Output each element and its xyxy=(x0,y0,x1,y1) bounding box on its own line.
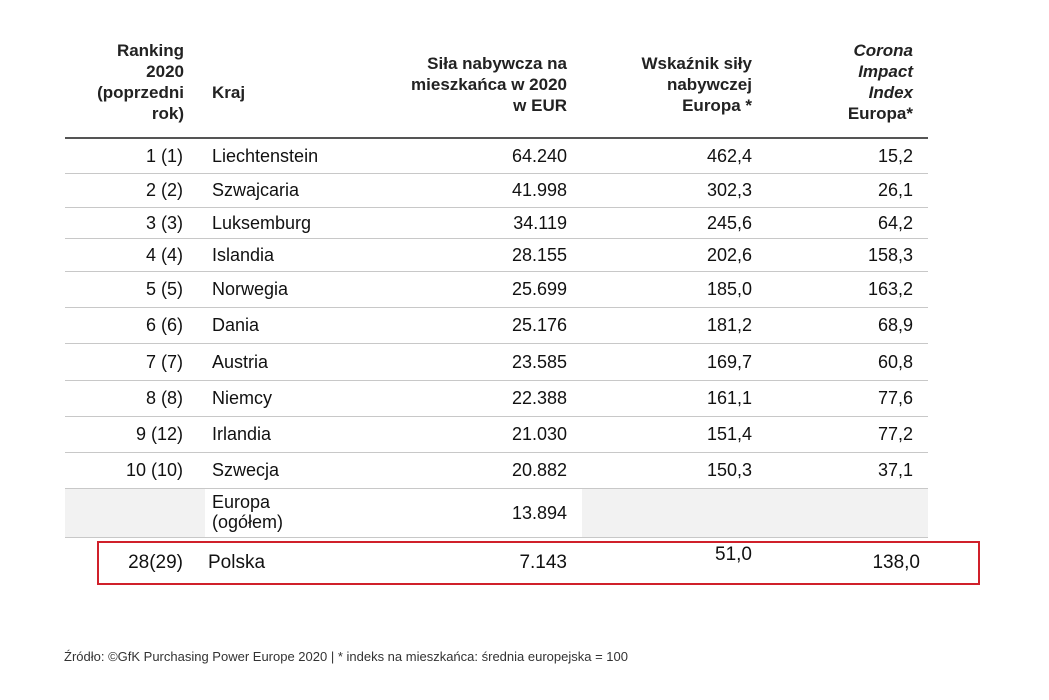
cell: 77,2 xyxy=(877,424,913,444)
cell: 21.030 xyxy=(511,424,567,444)
header-text: Corona xyxy=(853,41,914,60)
header-text: Ranking xyxy=(116,41,184,60)
header-text: Siła nabywcza na xyxy=(427,54,567,73)
country: Polska xyxy=(208,552,266,573)
cell: 9 (12) xyxy=(135,424,183,444)
cell: 1 (1) xyxy=(145,145,183,166)
cell: 68,9 xyxy=(877,315,913,335)
cell: 2 (2) xyxy=(145,180,183,200)
header-text: w EUR xyxy=(513,96,567,115)
cell: 202,6 xyxy=(706,244,752,265)
header-text: mieszkańca w 2020 xyxy=(411,75,567,94)
cell: 181,2 xyxy=(706,315,752,335)
header-text: (poprzedni xyxy=(97,83,184,102)
cell: 4 (4) xyxy=(145,244,183,265)
header-text: Europa * xyxy=(682,96,752,115)
cell: 20.882 xyxy=(511,460,567,480)
cell: 169,7 xyxy=(706,351,752,372)
cell: 185,0 xyxy=(706,279,752,299)
cell: 13.894 xyxy=(511,502,567,523)
cell: 15,2 xyxy=(877,145,913,166)
cell: 245,6 xyxy=(706,212,752,233)
cell: 163,2 xyxy=(867,279,913,299)
cell: 25.176 xyxy=(511,315,567,335)
country: Szwecja xyxy=(212,460,280,480)
row-rule xyxy=(65,537,928,538)
row-rule xyxy=(65,343,928,344)
country: Dania xyxy=(212,315,260,335)
highlight-box xyxy=(97,541,980,585)
country: Norwegia xyxy=(212,279,289,299)
cell: 3 (3) xyxy=(145,212,183,233)
row-rule xyxy=(65,307,928,308)
cell: 34.119 xyxy=(513,212,567,233)
header-rule xyxy=(65,137,928,139)
row-rule xyxy=(65,173,928,174)
cell: 5 (5) xyxy=(145,279,183,299)
country: Austria xyxy=(212,351,269,372)
cell: 60,8 xyxy=(877,351,913,372)
cell: 7 (7) xyxy=(145,351,183,372)
cell: 64,2 xyxy=(877,212,913,233)
row-rule xyxy=(65,207,928,208)
cell: 6 (6) xyxy=(145,315,183,335)
country: Irlandia xyxy=(212,424,272,444)
cell: 23.585 xyxy=(511,351,567,372)
cell: 25.699 xyxy=(511,279,567,299)
row-rule xyxy=(65,488,928,489)
header-text: Index xyxy=(868,83,913,102)
country: Liechtenstein xyxy=(212,145,319,166)
row-rule xyxy=(65,380,928,381)
cell: 302,3 xyxy=(706,180,752,200)
cell: 37,1 xyxy=(877,460,913,480)
row-shade xyxy=(65,489,205,537)
cell: 22.388 xyxy=(511,388,567,408)
row-rule xyxy=(65,271,928,272)
header-text: Kraj xyxy=(212,83,246,102)
country: Szwajcaria xyxy=(212,180,300,200)
row-rule xyxy=(65,416,928,417)
cell: 158,3 xyxy=(867,244,913,265)
country: Islandia xyxy=(212,244,275,265)
cell: 138,0 xyxy=(872,552,920,573)
cell: 151,4 xyxy=(706,424,752,444)
header-text: 2020 xyxy=(146,62,184,81)
row-rule xyxy=(65,238,928,239)
cell: 7.143 xyxy=(519,552,567,573)
source-note: Źródło: ©GfK Purchasing Power Europe 202… xyxy=(64,649,628,664)
row-shade xyxy=(582,489,928,537)
cell: 64.240 xyxy=(511,145,567,166)
country: Europa (ogółem) xyxy=(212,492,284,532)
header-text: Wskaźnik siły xyxy=(641,54,752,73)
cell: 10 (10) xyxy=(125,460,183,480)
cell: 161,1 xyxy=(706,388,752,408)
header-text: Impact xyxy=(858,62,913,81)
cell: 28(29) xyxy=(128,552,183,573)
cell: 51,0 xyxy=(715,544,752,565)
cell: 41.998 xyxy=(511,180,567,200)
cell: 26,1 xyxy=(877,180,913,200)
cell: 28.155 xyxy=(511,244,567,265)
cell: 462,4 xyxy=(706,145,752,166)
header-text: Europa* xyxy=(847,104,913,123)
header-text: rok) xyxy=(151,104,184,123)
country: Niemcy xyxy=(212,388,273,408)
header-text: nabywczej xyxy=(666,75,752,94)
row-rule xyxy=(65,452,928,453)
cell: 77,6 xyxy=(877,388,913,408)
cell: 150,3 xyxy=(706,460,752,480)
country: Luksemburg xyxy=(212,212,312,233)
cell: 8 (8) xyxy=(145,388,183,408)
